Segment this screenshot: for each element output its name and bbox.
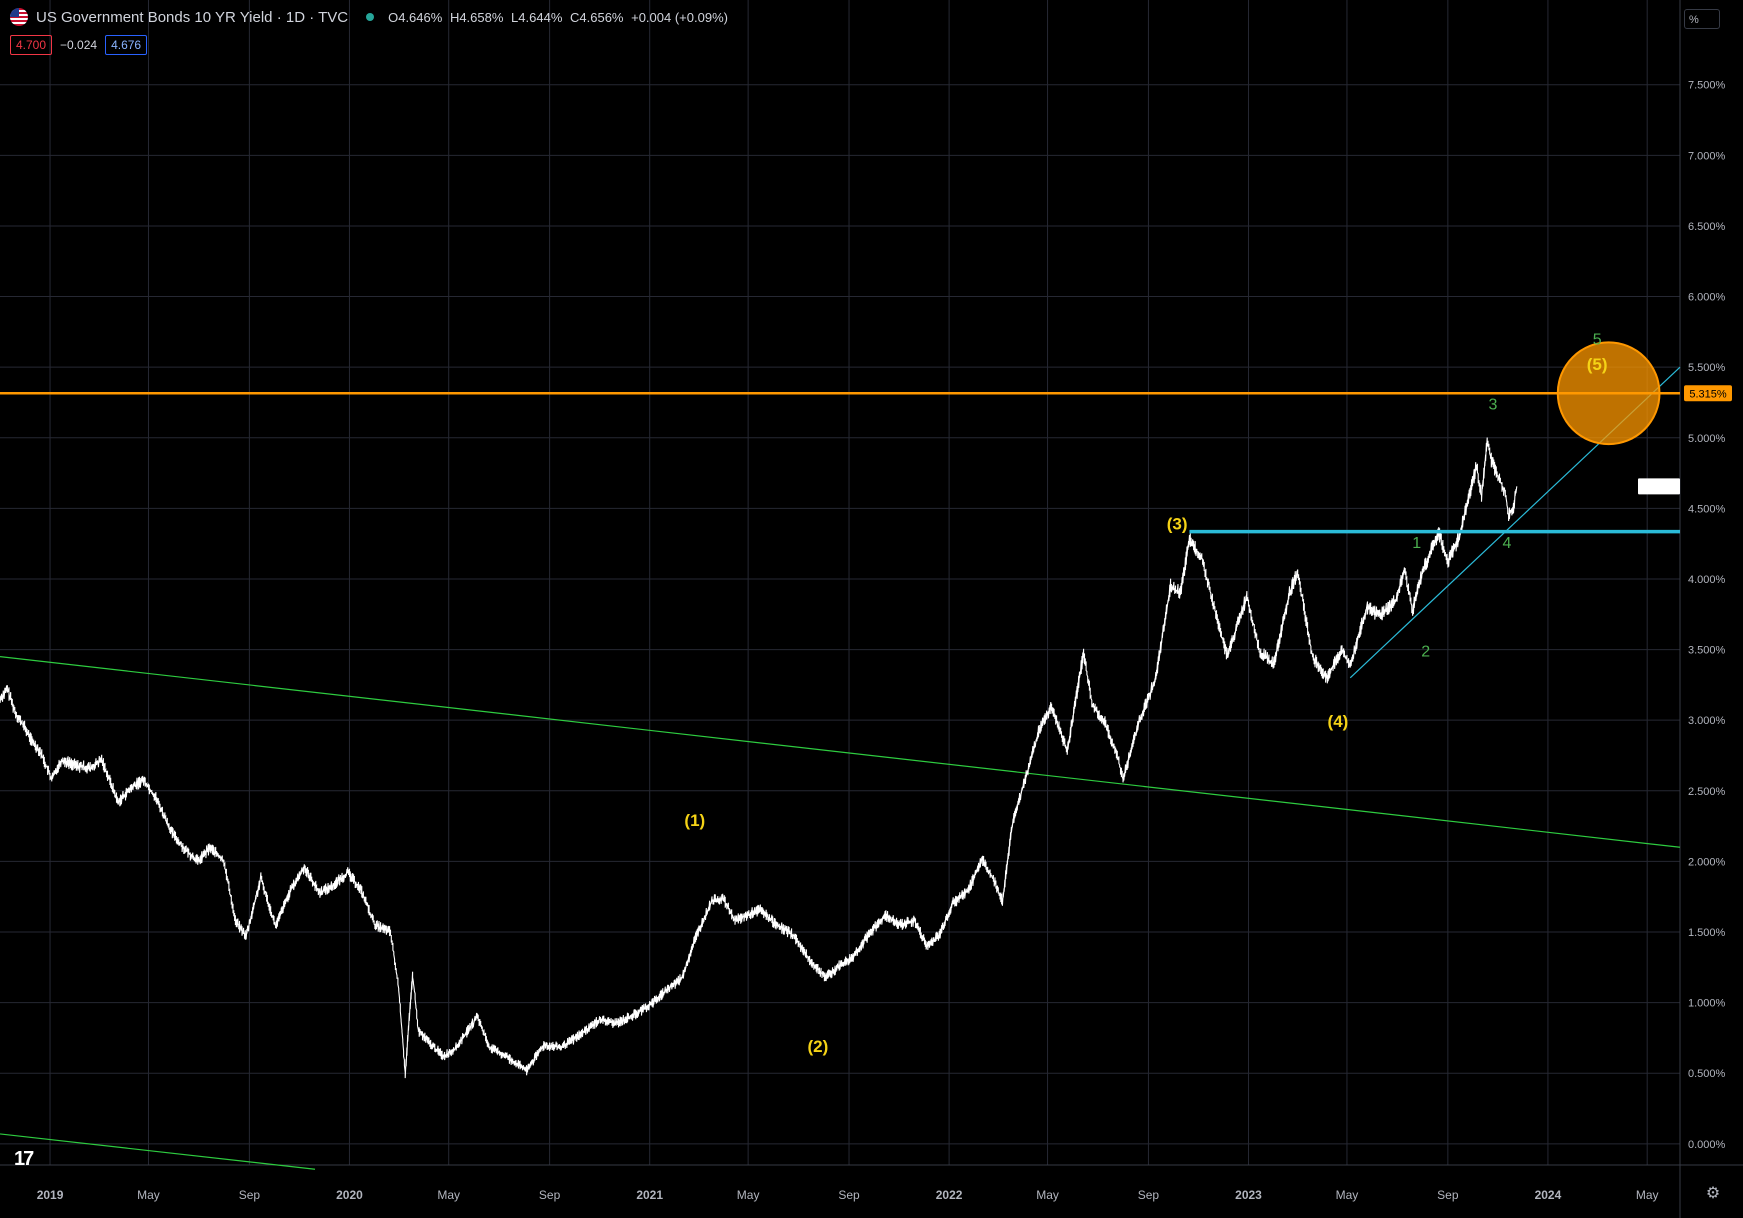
x-tick-label: May (1336, 1188, 1359, 1202)
tradingview-logo: 17 (14, 1148, 34, 1170)
wave-label: (2) (807, 1037, 828, 1056)
y-tick-label: 3.500% (1688, 645, 1726, 657)
x-tick-label: May (1036, 1188, 1059, 1202)
wave-label: (1) (684, 811, 705, 830)
x-tick-label: May (137, 1188, 160, 1202)
price-line (0, 437, 1518, 1079)
x-tick-label: Sep (838, 1188, 860, 1202)
buy-price-button[interactable]: 4.676 (105, 35, 148, 55)
y-tick-label: 7.000% (1688, 150, 1726, 162)
y-tick-label: 0.000% (1688, 1139, 1726, 1151)
y-tick-label: 6.000% (1688, 292, 1726, 304)
y-tick-label: 4.500% (1688, 503, 1726, 515)
y-tick-label: 6.500% (1688, 221, 1726, 233)
y-tick-label: 0.500% (1688, 1068, 1726, 1080)
x-tick-label: May (437, 1188, 460, 1202)
x-tick-label: Sep (239, 1188, 261, 1202)
spread-value: −0.024 (60, 38, 98, 52)
grid (0, 0, 1680, 1165)
x-tick-label: 2024 (1535, 1188, 1562, 1202)
symbol-title[interactable]: US Government Bonds 10 YR Yield · 1D · T… (36, 8, 349, 26)
wave-label: 1 (1412, 535, 1421, 552)
x-tick-label: Sep (539, 1188, 561, 1202)
current-price-marker (1638, 478, 1680, 495)
y-tick-label: 5.500% (1688, 362, 1726, 374)
gear-icon[interactable]: ⚙ (1705, 1185, 1721, 1202)
y-tick-label: 2.000% (1688, 856, 1726, 868)
y-tick-label: 3.000% (1688, 715, 1726, 727)
orange-level-price-tag (1684, 385, 1732, 402)
target-zone-circle (1556, 341, 1661, 446)
trend-green-long (0, 656, 1681, 848)
x-tick-label: 2022 (936, 1188, 963, 1202)
wave-label: 5 (1593, 332, 1602, 349)
x-tick-label: May (1636, 1188, 1659, 1202)
bid-ask-row: 4.700 −0.024 4.676 (10, 35, 148, 55)
y-tick-label: 7.500% (1688, 80, 1726, 92)
wave-label: 2 (1421, 644, 1430, 661)
scale-unit-button[interactable]: % (1684, 9, 1720, 29)
wave-label: (3) (1167, 515, 1188, 534)
wave-label: 4 (1502, 535, 1511, 552)
symbol-header: US Government Bonds 10 YR Yield · 1D · T… (10, 8, 732, 26)
x-tick-label: 2019 (37, 1188, 64, 1202)
x-tick-label: Sep (1138, 1188, 1160, 1202)
y-tick-label: 2.500% (1688, 786, 1726, 798)
y-tick-label: 5.000% (1688, 433, 1726, 445)
y-tick-label: 4.000% (1688, 574, 1726, 586)
us-flag-icon (10, 8, 28, 26)
x-tick-label: 2020 (336, 1188, 363, 1202)
wave-label: (5) (1587, 355, 1608, 374)
ohlc-values: O4.646% H4.658% L4.644% C4.656% +0.004 (… (388, 9, 728, 25)
x-tick-label: May (737, 1188, 760, 1202)
market-status-icon (366, 13, 375, 21)
trend-green-lower (0, 1133, 316, 1170)
wave-label: (4) (1328, 712, 1349, 731)
orange-level-label: 5.315% (1689, 388, 1727, 400)
y-tick-label: 1.000% (1688, 998, 1726, 1010)
x-tick-label: 2023 (1235, 1188, 1262, 1202)
x-tick-label: Sep (1437, 1188, 1459, 1202)
sell-price-button[interactable]: 4.700 (10, 35, 53, 55)
y-tick-label: 1.500% (1688, 927, 1726, 939)
wave-label: 3 (1489, 397, 1498, 414)
x-tick-label: 2021 (636, 1188, 663, 1202)
